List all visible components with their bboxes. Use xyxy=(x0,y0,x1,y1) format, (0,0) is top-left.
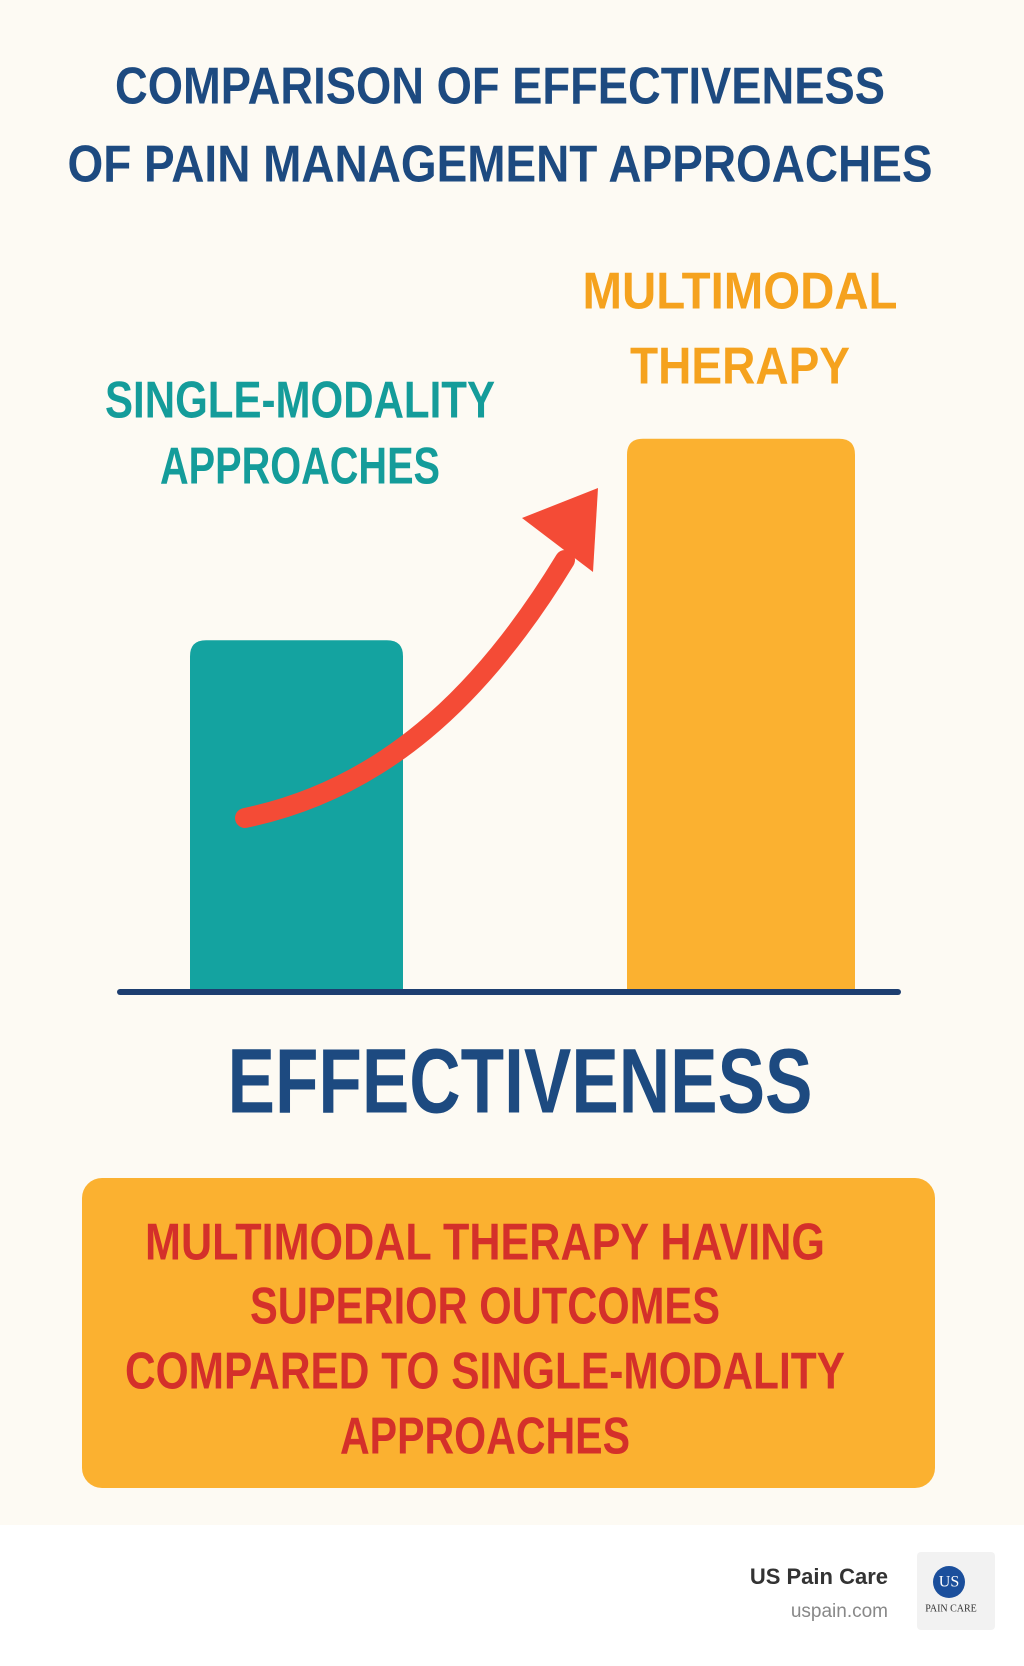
annotation-box xyxy=(82,1178,935,1488)
logo-mark: US xyxy=(939,1574,959,1591)
annotation: APPROACHES xyxy=(340,1408,630,1466)
logo-text: PAIN CARE xyxy=(925,1603,977,1614)
category-label: MULTIMODAL xyxy=(583,263,898,321)
annotation: COMPARED TO SINGLE-MODALITY xyxy=(125,1343,845,1401)
x-axis-label: EFFECTIVENESS xyxy=(228,1030,813,1132)
chart-title: COMPARISON OF EFFECTIVENESS xyxy=(115,58,885,116)
category-label: SINGLE-MODALITY xyxy=(105,372,495,430)
brand-name: US Pain Care xyxy=(750,1564,888,1589)
chart-title: OF PAIN MANAGEMENT APPROACHES xyxy=(68,136,933,194)
annotation: MULTIMODAL THERAPY HAVING xyxy=(145,1214,825,1272)
footer xyxy=(0,1525,1024,1666)
brand-url: uspain.com xyxy=(791,1601,888,1622)
bar xyxy=(627,438,855,990)
trend-arrow xyxy=(235,550,575,828)
category-label: APPROACHES xyxy=(160,438,440,496)
category-label: THERAPY xyxy=(630,338,850,396)
logo-circle xyxy=(933,1566,965,1598)
annotation: SUPERIOR OUTCOMES xyxy=(250,1278,720,1336)
bar xyxy=(190,640,403,990)
arrow-head xyxy=(522,488,598,572)
